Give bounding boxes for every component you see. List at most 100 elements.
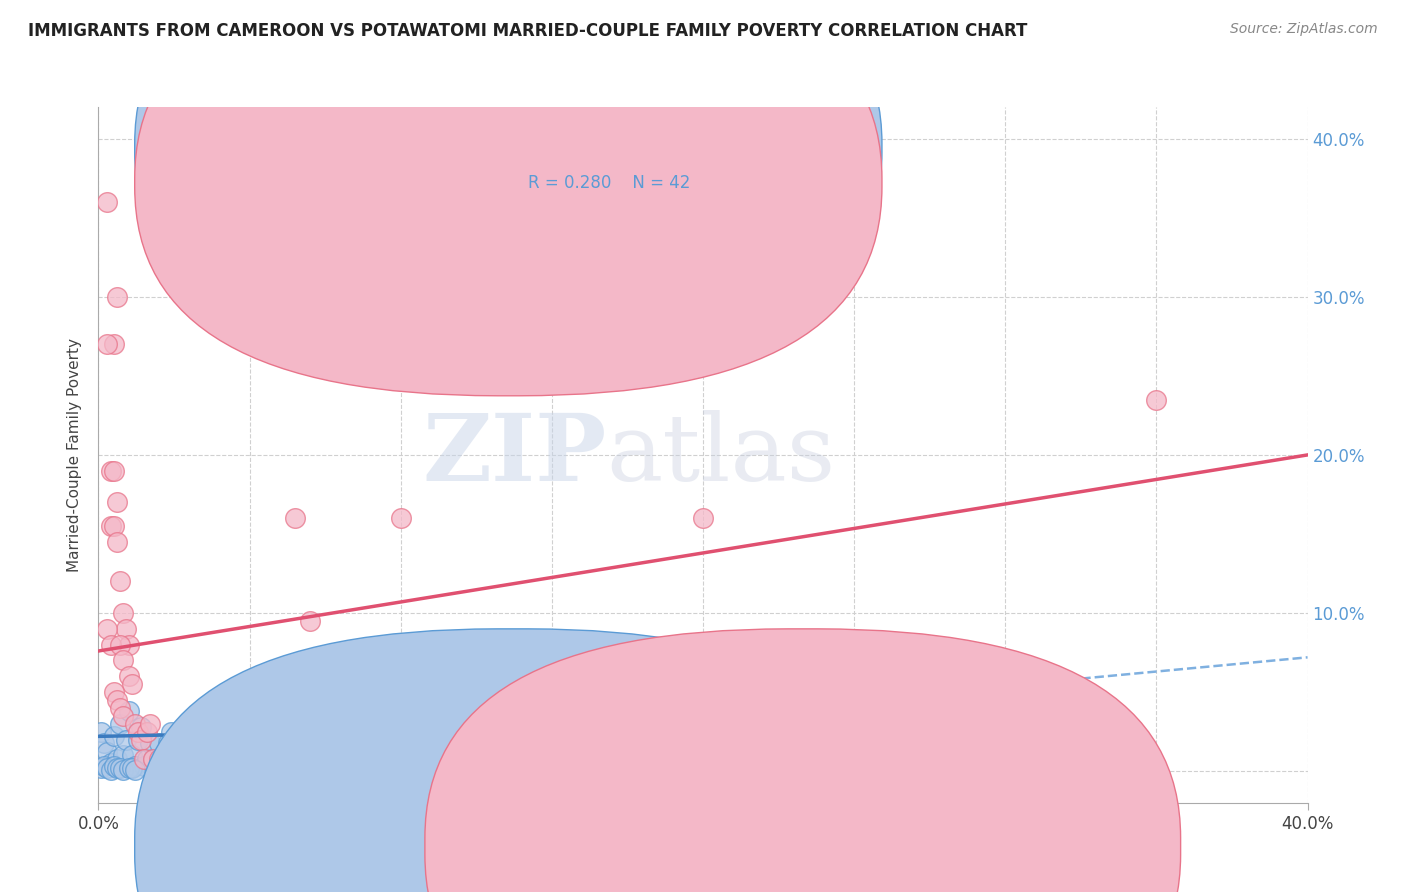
Point [105, 534, 128, 549]
Point [100, 464, 122, 478]
Point [111, 653, 134, 667]
Point [299, 759, 322, 773]
Point [111, 763, 134, 777]
Point [124, 763, 146, 777]
Point [571, 751, 593, 765]
Point [153, 751, 176, 765]
Point [148, 751, 170, 765]
Point [100, 763, 122, 777]
Point [103, 519, 125, 533]
Point [108, 716, 131, 731]
Point [148, 736, 170, 750]
Point [103, 759, 125, 773]
Point [269, 661, 291, 675]
Point [103, 730, 125, 744]
Point [108, 701, 131, 715]
Point [329, 751, 352, 765]
Point [121, 677, 143, 691]
Point [108, 574, 131, 589]
Point [100, 756, 122, 771]
FancyBboxPatch shape [135, 629, 890, 892]
Point [103, 464, 125, 478]
Point [96, 337, 118, 351]
Point [692, 657, 714, 671]
FancyBboxPatch shape [474, 107, 837, 204]
Point [269, 759, 291, 773]
Text: ZIP: ZIP [422, 410, 606, 500]
Point [96, 761, 118, 775]
Text: R = 0.045    N = 55: R = 0.045 N = 55 [527, 139, 690, 157]
Point [153, 759, 176, 773]
Point [93, 759, 115, 773]
Point [118, 704, 141, 718]
Text: IMMIGRANTS FROM CAMEROON VS POTAWATOMI MARRIED-COUPLE FAMILY POVERTY CORRELATION: IMMIGRANTS FROM CAMEROON VS POTAWATOMI M… [28, 22, 1028, 40]
Point [111, 708, 134, 723]
Point [90, 724, 112, 739]
Point [114, 732, 136, 747]
Point [118, 638, 141, 652]
Point [96, 194, 118, 209]
Point [121, 761, 143, 775]
Point [139, 716, 162, 731]
Point [450, 751, 472, 765]
Point [105, 761, 128, 775]
Point [105, 290, 128, 304]
Point [129, 720, 152, 734]
Point [90, 761, 112, 775]
Point [105, 495, 128, 509]
Point [118, 669, 141, 683]
Text: Source: ZipAtlas.com: Source: ZipAtlas.com [1230, 22, 1378, 37]
Point [540, 759, 562, 773]
Text: R = 0.280    N = 42: R = 0.280 N = 42 [527, 174, 690, 192]
Point [434, 751, 457, 765]
Point [163, 761, 186, 775]
Point [150, 751, 173, 765]
Point [389, 759, 412, 773]
Point [269, 685, 291, 699]
Point [127, 724, 149, 739]
Point [121, 748, 143, 763]
Point [103, 337, 125, 351]
Point [105, 751, 128, 765]
Point [118, 761, 141, 775]
Text: Potawatomi: Potawatomi [828, 839, 918, 855]
Point [105, 693, 128, 707]
Y-axis label: Married-Couple Family Poverty: Married-Couple Family Poverty [67, 338, 83, 572]
Point [160, 724, 183, 739]
Point [208, 759, 231, 773]
Point [124, 716, 146, 731]
Point [692, 511, 714, 525]
Point [420, 759, 443, 773]
Point [129, 732, 152, 747]
Point [103, 685, 125, 699]
Point [96, 622, 118, 636]
Point [692, 751, 714, 765]
Point [135, 751, 157, 765]
Text: atlas: atlas [606, 410, 835, 500]
Point [510, 759, 533, 773]
Point [142, 751, 165, 765]
Point [145, 761, 167, 775]
Point [163, 751, 186, 765]
Point [93, 736, 115, 750]
Text: Immigrants from Cameroon: Immigrants from Cameroon [540, 839, 752, 855]
Point [96, 745, 118, 759]
Point [284, 511, 307, 525]
Point [179, 739, 201, 753]
Point [132, 759, 155, 773]
Point [193, 745, 215, 759]
Point [783, 657, 806, 671]
Point [540, 720, 562, 734]
Point [111, 748, 134, 763]
Point [111, 606, 134, 620]
Point [135, 724, 157, 739]
Point [100, 638, 122, 652]
Point [139, 736, 162, 750]
Point [127, 732, 149, 747]
Point [602, 759, 624, 773]
Point [172, 751, 194, 765]
FancyBboxPatch shape [425, 629, 1181, 892]
Point [142, 751, 165, 765]
Point [114, 622, 136, 636]
Point [108, 761, 131, 775]
